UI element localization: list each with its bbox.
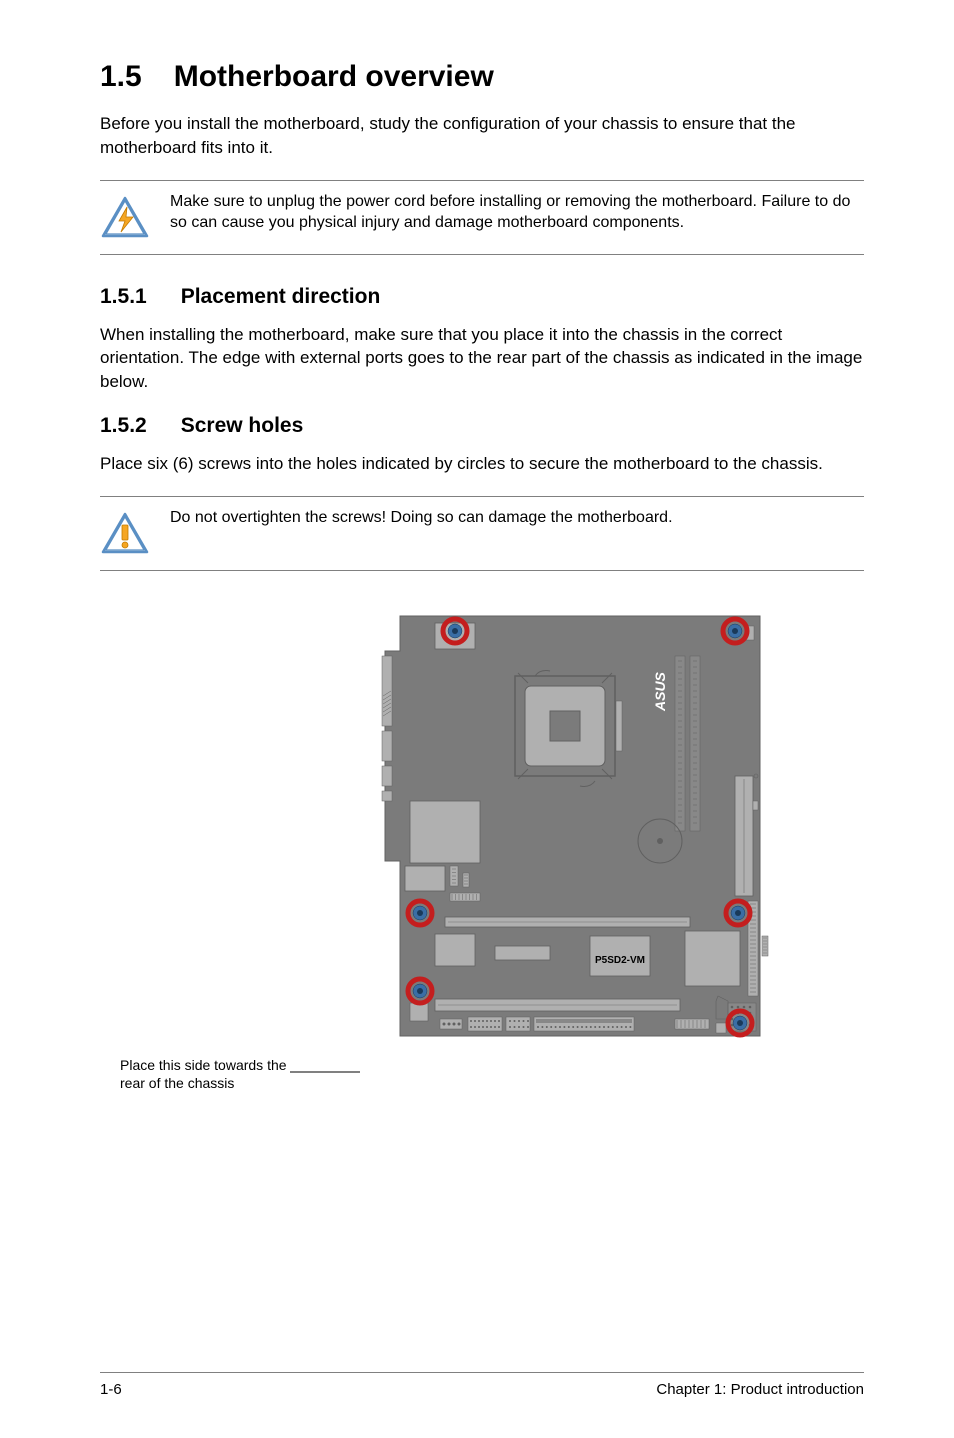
warning-text: Make sure to unplug the power cord befor…: [170, 191, 864, 234]
sub-heading-placement: 1.5.1 Placement direction: [100, 285, 864, 309]
svg-text:ASUS: ASUS: [652, 671, 668, 712]
lightning-warning-icon: [100, 191, 170, 244]
caution-callout: Do not overtighten the screws! Doing so …: [100, 496, 864, 571]
section-title: Motherboard overview: [174, 60, 494, 93]
diagram-side-label: Place this side towards the rear of the …: [120, 1056, 290, 1092]
sub-title-1: Placement direction: [181, 285, 381, 308]
sub-title-2: Screw holes: [181, 414, 304, 437]
chapter-label: Chapter 1: Product introduction: [656, 1381, 864, 1398]
caution-exclaim-icon: [100, 507, 170, 560]
screw-text: Place six (6) screws into the holes indi…: [100, 452, 864, 476]
caution-text: Do not overtighten the screws! Doing so …: [170, 507, 864, 529]
sub-number-1: 1.5.1: [100, 285, 147, 309]
warning-callout: Make sure to unplug the power cord befor…: [100, 180, 864, 255]
page-number: 1-6: [100, 1381, 122, 1398]
motherboard-diagram: P5SD2-VM ASUS: [340, 601, 864, 1051]
placement-text: When installing the motherboard, make su…: [100, 323, 864, 394]
sub-heading-screw: 1.5.2 Screw holes: [100, 414, 864, 438]
svg-text:P5SD2-VM: P5SD2-VM: [595, 955, 645, 966]
section-heading: 1.5 Motherboard overview: [100, 60, 864, 94]
motherboard-diagram-section: Place this side towards the rear of the …: [100, 601, 864, 1051]
intro-text: Before you install the motherboard, stud…: [100, 112, 864, 160]
section-number: 1.5: [100, 60, 142, 94]
sub-number-2: 1.5.2: [100, 414, 147, 438]
page-footer: 1-6 Chapter 1: Product introduction: [100, 1372, 864, 1398]
